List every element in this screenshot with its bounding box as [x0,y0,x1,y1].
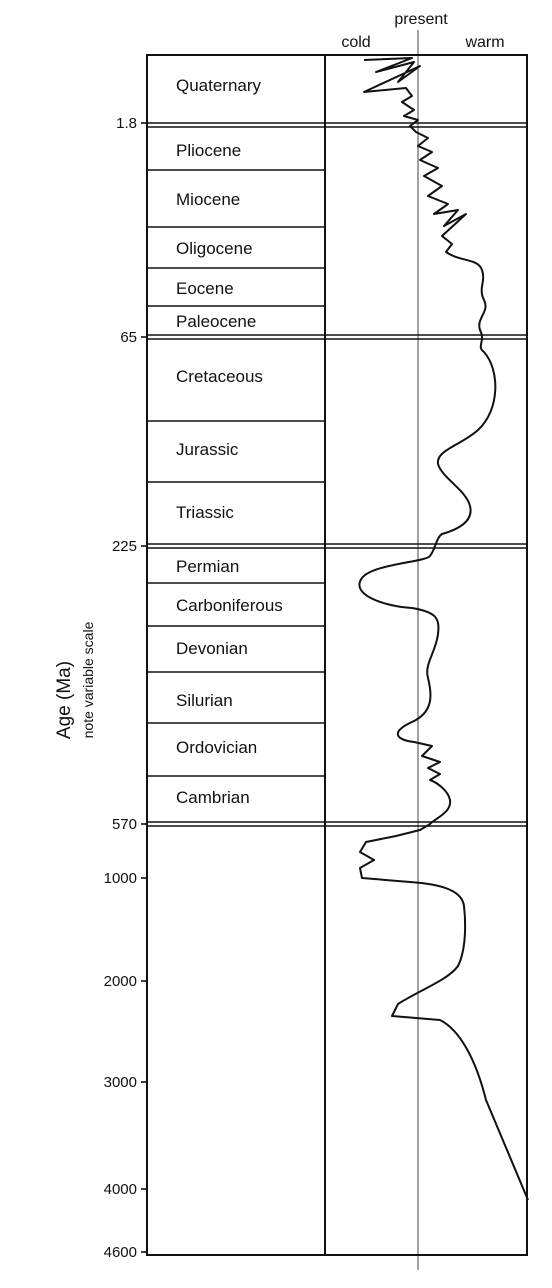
period-label-jurassic: Jurassic [176,440,239,459]
y-axis-sublabel: note variable scale [80,621,96,738]
period-label-devonian: Devonian [176,639,248,658]
y-tick-labels: 1.8 65 225 570 1000 2000 3000 4000 4600 [104,115,137,1261]
period-label-paleocene: Paleocene [176,312,256,331]
present-label: present [394,11,448,28]
y-axis-label: Age (Ma) [54,661,75,739]
y-tick-label: 4000 [104,1181,137,1198]
y-tick-label: 4600 [104,1244,137,1261]
period-label-carboniferous: Carboniferous [176,596,283,615]
y-tick-label: 2000 [104,973,137,990]
period-label-pliocene: Pliocene [176,141,241,160]
period-label-quaternary: Quaternary [176,76,262,95]
period-label-silurian: Silurian [176,691,233,710]
y-tick-label: 570 [112,816,137,833]
warm-label: warm [464,34,504,51]
period-label-eocene: Eocene [176,279,234,298]
era-boundaries [147,122,527,827]
period-label-oligocene: Oligocene [176,239,253,258]
y-tick-label: 1.8 [116,115,137,132]
cold-label: cold [341,34,370,51]
y-tick-label: 225 [112,538,137,555]
period-label-cretaceous: Cretaceous [176,367,263,386]
y-tick-label: 65 [120,329,137,346]
period-labels: Quaternary Pliocene Miocene Oligocene Eo… [176,76,283,807]
period-label-triassic: Triassic [176,503,234,522]
period-label-permian: Permian [176,557,239,576]
y-ticks [141,122,147,1253]
period-boundaries [147,169,325,777]
y-tick-label: 3000 [104,1074,137,1091]
period-label-cambrian: Cambrian [176,788,250,807]
period-label-ordovician: Ordovician [176,738,257,757]
y-tick-label: 1000 [104,870,137,887]
period-label-miocene: Miocene [176,190,240,209]
temperature-column [324,54,528,1256]
temperature-curve [358,57,529,1201]
